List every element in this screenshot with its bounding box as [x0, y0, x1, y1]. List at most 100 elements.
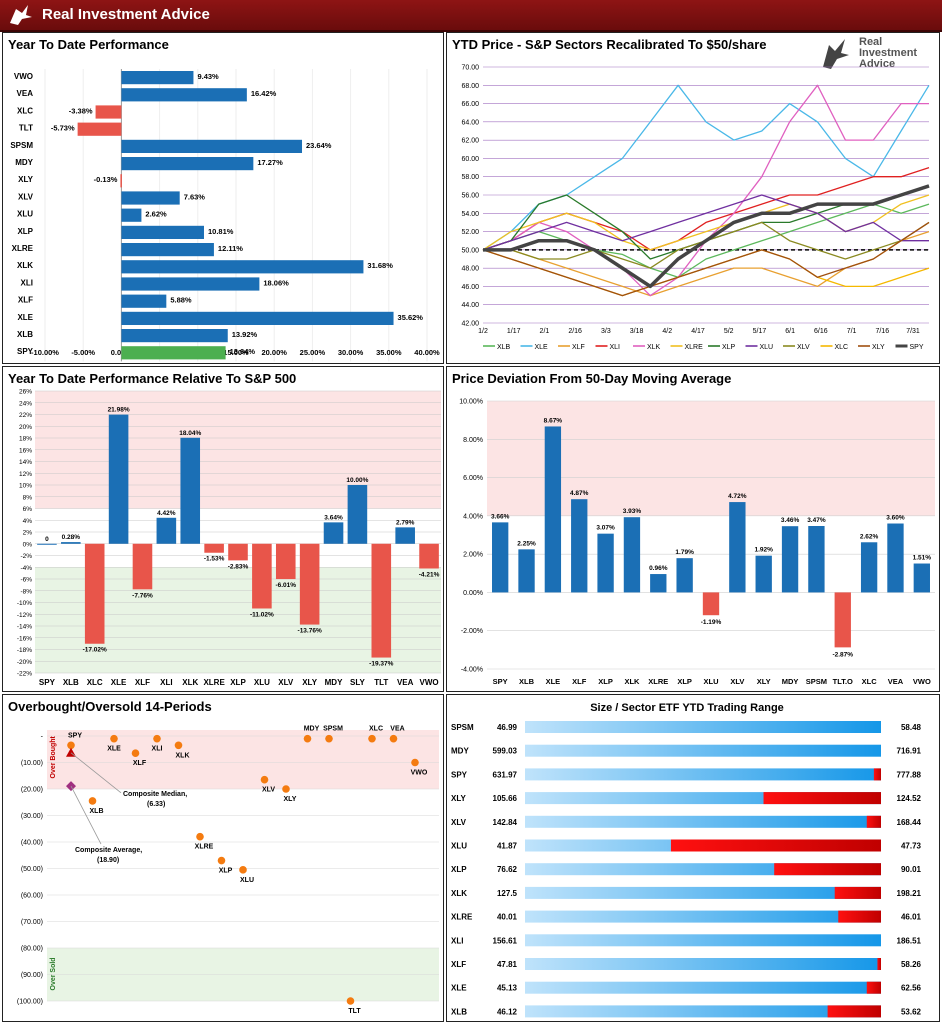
bar — [544, 426, 562, 593]
series-line — [483, 221, 930, 269]
range-bar — [525, 768, 881, 781]
x-tick-label: SPY — [39, 678, 56, 687]
bar — [347, 485, 368, 544]
x-tick-label: SPY — [493, 677, 508, 686]
bar — [228, 543, 248, 561]
range-bar-pullback — [873, 768, 881, 781]
legend-label: XLI — [610, 344, 621, 351]
band-top-label: Over Bought — [50, 735, 57, 778]
data-label: 1.51% — [913, 555, 932, 562]
range-bar-pullback — [670, 839, 881, 852]
x-tick-label: XLE — [111, 678, 127, 687]
legend-label: XLRE — [685, 344, 704, 351]
bar — [913, 563, 930, 593]
x-tick-label: XLE — [546, 677, 561, 686]
panel-title: YTD Price - S&P Sectors Recalibrated To … — [452, 37, 767, 52]
point-label: XLI — [152, 746, 163, 753]
data-label: 31.68% — [367, 261, 393, 270]
data-label: 0.96% — [649, 565, 668, 572]
bar — [121, 71, 194, 85]
x-tick-label: 2/16 — [568, 328, 582, 335]
data-label: -3.38% — [69, 106, 93, 115]
data-point — [110, 734, 118, 743]
legend-label: XLP — [722, 344, 736, 351]
ticker-label: XLK — [451, 889, 467, 898]
point-label: XLK — [176, 752, 190, 759]
point-label: XLU — [240, 877, 254, 884]
y-tick-label: 42.00 — [461, 321, 479, 328]
low-value: 41.87 — [497, 842, 518, 851]
y-tick-label: -2.00% — [461, 628, 483, 635]
bar — [121, 88, 247, 102]
series-line — [482, 249, 930, 297]
y-tick-label: (100.00) — [17, 999, 43, 1006]
data-label: -11.02% — [250, 611, 274, 618]
data-point — [239, 866, 247, 874]
y-tick-label: 14% — [19, 459, 32, 466]
data-label: -7.76% — [132, 592, 153, 599]
x-tick-label: XLB — [63, 678, 79, 687]
bar — [121, 294, 167, 308]
data-label: 3.93% — [623, 508, 642, 515]
data-label: 3.66% — [491, 513, 510, 520]
x-tick-label: 1/2 — [478, 328, 488, 335]
y-tick-label: 52.00 — [461, 229, 479, 236]
x-tick-label: VEA — [397, 678, 414, 687]
panel-price-deviation: Price Deviation From 50-Day Moving Avera… — [446, 366, 940, 692]
data-point — [153, 734, 161, 743]
y-tick-label: 0% — [23, 541, 33, 548]
x-tick-label: 2/1 — [540, 328, 550, 335]
range-bar-pullback — [774, 863, 881, 876]
category-label: VWO — [14, 72, 33, 81]
x-tick-label: VWO — [420, 678, 439, 687]
x-tick-label: XLK — [624, 677, 640, 686]
ticker-label: SPSM — [451, 723, 474, 732]
y-tick-label: 62.00 — [461, 138, 479, 145]
panel-sector-lines: YTD Price - S&P Sectors Recalibrated To … — [446, 32, 940, 364]
data-point — [346, 997, 355, 1005]
data-point — [368, 734, 376, 743]
panel-title: Overbought/Oversold 14-Periods — [8, 699, 212, 714]
average-label: Composite Average, — [75, 847, 142, 854]
data-label: 13.92% — [232, 330, 258, 339]
bar — [121, 329, 228, 343]
data-label: 8.67% — [544, 417, 563, 424]
y-tick-label: 12% — [19, 471, 32, 478]
bar — [120, 174, 122, 188]
legend-label: XLE — [535, 344, 549, 351]
y-tick-label: 10.00% — [459, 399, 483, 406]
data-label: -1.53% — [204, 556, 225, 563]
x-tick-label: XLU — [254, 678, 270, 687]
y-tick-label: -6% — [20, 577, 32, 584]
bar — [275, 543, 296, 580]
x-tick-label: XLF — [135, 678, 150, 687]
y-tick-label: 22% — [19, 412, 32, 419]
range-bar — [525, 981, 881, 994]
data-label: 9.43% — [197, 72, 219, 81]
ticker-label: XLB — [451, 1007, 467, 1016]
data-label: 2.62% — [145, 210, 167, 219]
bar — [84, 543, 105, 644]
high-value: 124.52 — [897, 794, 922, 803]
category-label: SPY — [17, 347, 34, 356]
x-tick-label: XLB — [519, 677, 535, 686]
category-label: XLF — [18, 296, 33, 305]
data-point — [88, 797, 97, 805]
bar — [37, 543, 57, 545]
category-label: XLB — [17, 330, 33, 339]
eagle-logo-icon — [10, 5, 32, 25]
x-tick-label: SLY — [350, 678, 365, 687]
legend-label: SPY — [910, 344, 924, 351]
panel-title: Year To Date Performance Relative To S&P… — [8, 371, 297, 386]
x-tick-label: MDY — [782, 677, 799, 686]
category-label: SPSM — [10, 141, 33, 150]
average-leader-line — [70, 785, 102, 845]
high-value: 168.44 — [897, 818, 922, 827]
point-label: XLV — [262, 787, 275, 794]
ticker-label: SPY — [451, 770, 468, 779]
ticker-label: XLE — [451, 984, 467, 993]
bar — [781, 526, 799, 593]
bar — [395, 527, 415, 544]
y-tick-label: 6% — [23, 506, 33, 513]
panel-title: Price Deviation From 50-Day Moving Avera… — [452, 371, 732, 386]
